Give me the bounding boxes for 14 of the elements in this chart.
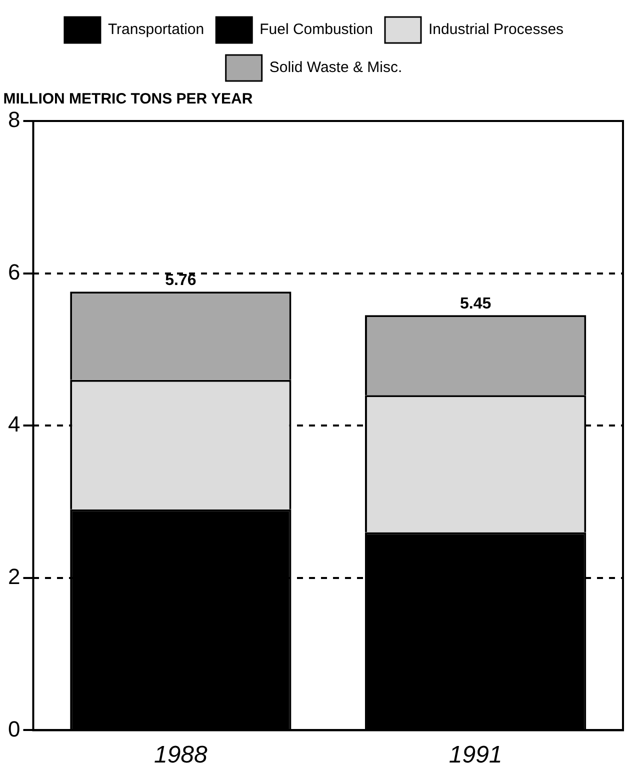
x-tick-label: 1988: [154, 741, 208, 768]
x-tick-label: 1991: [448, 741, 502, 768]
y-tick-label: 6: [8, 259, 20, 284]
y-axis-title: MILLION METRIC TONS PER YEAR: [3, 90, 253, 108]
y-tick-label: 8: [8, 107, 20, 132]
y-tick-label: 4: [8, 412, 20, 437]
y-tick-label: 0: [8, 716, 20, 742]
total-label: 5.76: [165, 272, 196, 289]
legend-label: Industrial Processes: [428, 21, 564, 38]
y-tick-label: 2: [8, 564, 20, 589]
total-label: 5.45: [460, 296, 492, 313]
legend-label: Fuel Combustion: [260, 21, 373, 38]
legend-label: Transportation: [108, 21, 204, 38]
legend-label: Solid Waste & Misc.: [269, 59, 402, 76]
